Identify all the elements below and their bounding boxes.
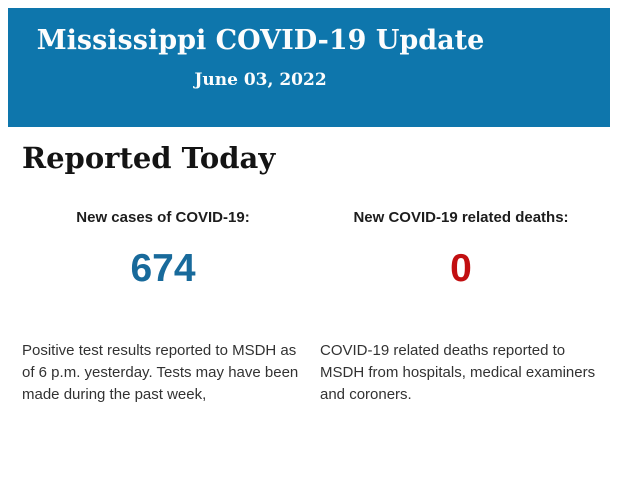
stats-row: New cases of COVID-19: 674 Positive test…	[22, 209, 620, 406]
stat-column-deaths: New COVID-19 related deaths: 0 COVID-19 …	[320, 209, 602, 406]
new-cases-value: 674	[130, 247, 196, 291]
deaths-label: New COVID-19 related deaths:	[353, 209, 569, 227]
deaths-value: 0	[450, 247, 472, 291]
main-content: Reported Today New cases of COVID-19: 67…	[0, 127, 620, 406]
header-banner: Mississippi COVID-19 Update June 03, 202…	[8, 8, 610, 127]
header-date: June 03, 2022	[194, 70, 327, 91]
section-title: Reported Today	[22, 141, 276, 175]
page-title: Mississippi COVID-19 Update	[36, 25, 485, 56]
deaths-description: COVID-19 related deaths reported to MSDH…	[320, 342, 596, 404]
new-cases-label: New cases of COVID-19:	[76, 209, 250, 227]
header-banner-content: Mississippi COVID-19 Update June 03, 202…	[8, 8, 513, 90]
new-cases-description: Positive test results reported to MSDH a…	[22, 342, 299, 404]
stat-column-new-cases: New cases of COVID-19: 674 Positive test…	[22, 209, 304, 406]
